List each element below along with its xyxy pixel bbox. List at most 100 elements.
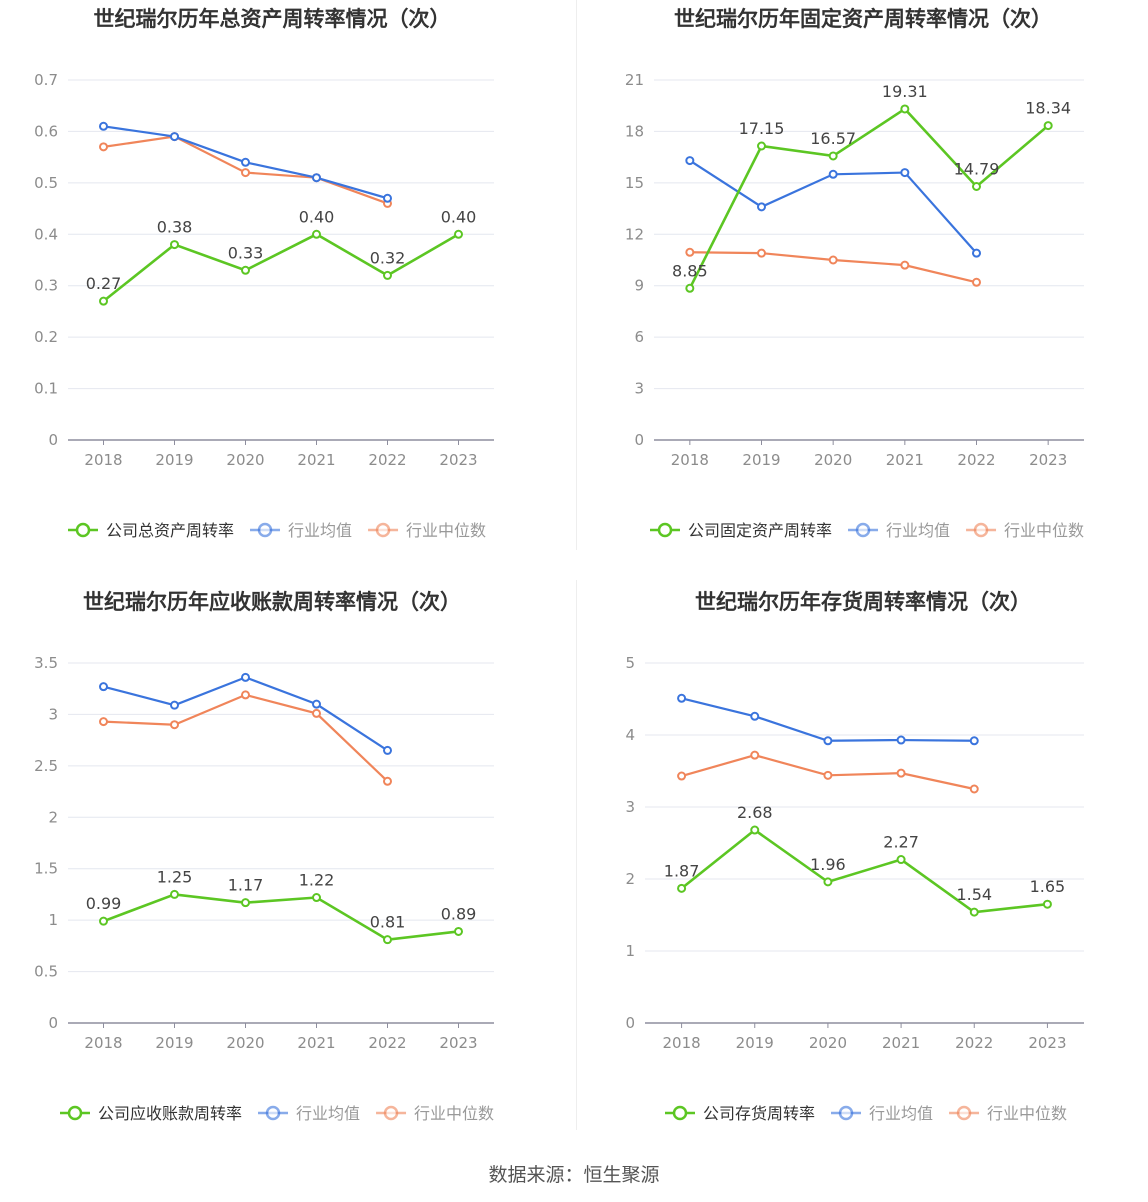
legend-label: 行业均值: [886, 521, 950, 540]
data-point-avg: [170, 700, 179, 710]
x-tick-label: 2023: [1028, 1034, 1066, 1052]
data-point-median: [383, 776, 392, 786]
data-point-avg: [750, 711, 760, 721]
data-point-company: [685, 283, 695, 293]
x-tick-label: 2018: [84, 1034, 122, 1052]
legend-label: 行业中位数: [987, 1104, 1067, 1123]
data-point-company: [383, 935, 392, 945]
data-label: 0.81: [370, 913, 406, 932]
data-point-company: [969, 907, 979, 917]
y-tick-label: 0.1: [34, 380, 58, 398]
data-point-company: [454, 926, 463, 936]
data-label: 17.15: [739, 119, 785, 138]
y-tick-label: 0.7: [34, 71, 58, 89]
x-tick-label: 2023: [439, 451, 477, 469]
legend-swatch-marker: [672, 1105, 688, 1121]
x-tick-label: 2023: [439, 1034, 477, 1052]
y-tick-label: 2: [625, 870, 635, 888]
data-label: 0.27: [86, 274, 122, 293]
x-tick-label: 2019: [155, 1034, 193, 1052]
legend-label: 行业中位数: [414, 1104, 494, 1123]
data-label: 0.99: [86, 894, 122, 913]
data-point-company: [170, 240, 179, 250]
data-point-avg: [312, 699, 321, 709]
chart-title: 世纪瑞尔历年固定资产周转率情况（次）: [674, 7, 1052, 31]
data-point-company: [312, 229, 321, 239]
y-tick-label: 1: [625, 942, 635, 960]
data-point-company: [677, 883, 687, 893]
series-line-company: [102, 232, 460, 303]
legend-label: 公司总资产周转率: [106, 521, 234, 540]
x-tick-label: 2018: [671, 451, 709, 469]
data-label: 16.57: [810, 129, 856, 148]
data-point-avg: [99, 121, 108, 131]
x-tick-label: 2019: [742, 451, 780, 469]
data-point-avg: [900, 168, 910, 178]
legend-label: 公司固定资产周转率: [688, 521, 832, 540]
data-label: 1.87: [664, 861, 700, 880]
data-label: 8.85: [672, 261, 708, 280]
data-point-median: [312, 708, 321, 718]
x-tick-label: 2021: [882, 1034, 920, 1052]
y-tick-label: 0.3: [34, 277, 58, 295]
y-tick-label: 18: [625, 122, 644, 140]
chart-svg: 世纪瑞尔历年固定资产周转率情况（次） 0 3 6 9 12 15 18 21 2018 2019 20…: [625, 7, 1084, 540]
data-point-median: [750, 750, 760, 760]
x-tick-label: 2021: [297, 1034, 335, 1052]
chart-panel-inventory-turnover: 世纪瑞尔历年存货周转率情况（次） 0 1 2 3 4 5 2018 2019 2020 2021 20…: [577, 583, 1148, 1163]
legend-label: 行业均值: [288, 521, 352, 540]
data-point-avg: [823, 736, 833, 746]
data-label: 18.34: [1025, 99, 1071, 118]
y-tick-label: 5: [625, 654, 635, 672]
y-tick-label: 0.2: [34, 328, 58, 346]
x-tick-label: 2022: [957, 451, 995, 469]
data-point-company: [757, 141, 766, 151]
legend-swatch-marker: [257, 522, 273, 538]
data-point-avg: [383, 193, 392, 203]
data-point-avg: [969, 736, 979, 746]
y-tick-label: 3: [48, 705, 58, 723]
y-tick-label: 15: [625, 174, 644, 192]
chart-title: 世纪瑞尔历年应收账款周转率情况（次）: [83, 590, 461, 614]
data-point-median: [99, 717, 108, 727]
y-tick-label: 9: [634, 277, 644, 295]
chart-title: 世纪瑞尔历年总资产周转率情况（次）: [94, 7, 451, 31]
data-point-median: [685, 247, 695, 257]
x-tick-label: 2020: [226, 1034, 264, 1052]
legend-swatch-marker: [838, 1105, 854, 1121]
y-tick-label: 1: [48, 911, 58, 929]
legend-swatch-marker: [375, 522, 391, 538]
panel-divider: [576, 0, 577, 550]
data-point-company: [383, 270, 392, 280]
y-tick-label: 0.6: [34, 122, 58, 140]
data-point-median: [241, 690, 250, 700]
x-tick-label: 2022: [955, 1034, 993, 1052]
x-tick-label: 2021: [886, 451, 924, 469]
legend-swatch-marker: [75, 522, 91, 538]
y-tick-label: 2: [48, 808, 58, 826]
x-tick-label: 2018: [84, 451, 122, 469]
data-label: 2.27: [883, 833, 919, 852]
data-label: 0.89: [441, 904, 477, 923]
data-point-company: [828, 151, 838, 161]
y-tick-label: 0: [48, 1014, 58, 1032]
data-point-median: [170, 720, 179, 730]
data-point-company: [99, 296, 108, 306]
data-point-company: [1043, 121, 1053, 131]
data-point-company: [750, 825, 760, 835]
data-point-company: [241, 898, 250, 908]
data-point-median: [900, 260, 910, 270]
data-point-company: [823, 877, 833, 887]
legend-swatch-marker: [265, 1105, 281, 1121]
data-point-avg: [685, 156, 695, 166]
chart-panel-fixed-asset-turnover: 世纪瑞尔历年固定资产周转率情况（次） 0 3 6 9 12 15 18 21 2018 2019 20…: [577, 0, 1148, 580]
data-point-avg: [241, 157, 250, 167]
data-point-avg: [99, 682, 108, 692]
series-line-avg: [681, 697, 975, 742]
data-point-median: [828, 255, 838, 265]
data-label: 0.38: [157, 218, 193, 237]
data-point-avg: [383, 745, 392, 755]
series-line-median: [103, 693, 389, 783]
chart-svg: 世纪瑞尔历年总资产周转率情况（次） 0 0.1 0.2 0.3 0.4 0.5 0.6 0.7 2…: [34, 7, 494, 540]
legend-swatch-marker: [657, 522, 673, 538]
